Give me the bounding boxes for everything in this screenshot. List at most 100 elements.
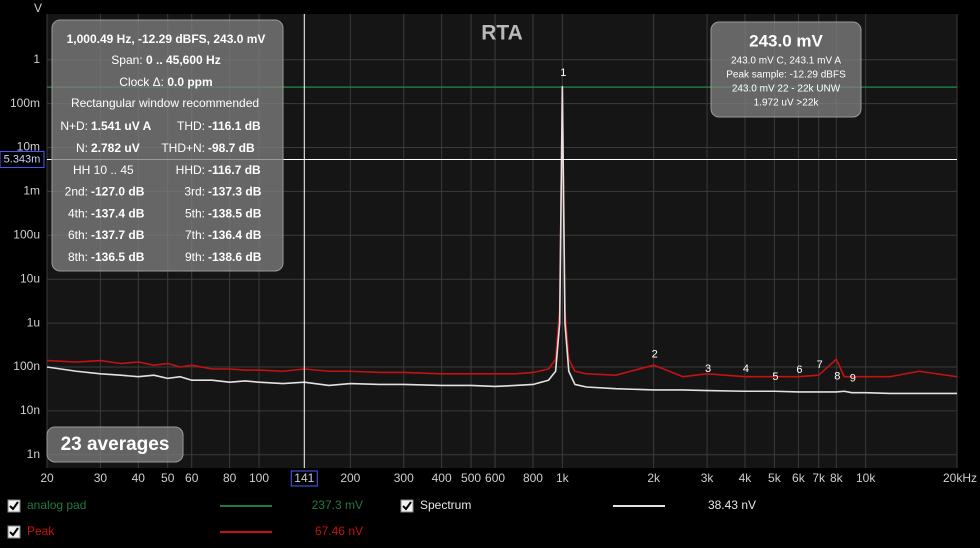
cursor-y-box xyxy=(0,150,45,168)
chart-title: RTA xyxy=(481,22,523,45)
x-tick-label: 50 xyxy=(161,471,175,485)
x-tick-label: 40 xyxy=(132,471,146,485)
harmonic-label: 1 xyxy=(560,67,566,79)
legend-readout: 67.46 nV xyxy=(315,524,363,538)
metric-value: -137.3 dB xyxy=(208,185,262,199)
level-line: 1.972 uV >22k xyxy=(754,98,820,109)
x-tick-label: 600 xyxy=(485,471,505,485)
x-tick-label: 8k xyxy=(830,471,844,485)
harmonic-label: 3 xyxy=(705,363,711,375)
level-main: 243.0 mV xyxy=(749,31,823,50)
x-tick-label: 800 xyxy=(523,471,543,485)
x-tick-label: 20kHz xyxy=(943,471,977,485)
cursor-y-label: 5.343m xyxy=(4,153,41,165)
metric-value: -137.4 dB xyxy=(91,206,145,220)
level-line: Peak sample: -12.29 dBFS xyxy=(726,70,846,81)
x-tick-label: 1k xyxy=(556,471,570,485)
averages-label: 23 averages xyxy=(61,434,170,455)
cursor-x-label: 141 xyxy=(294,471,314,485)
x-tick-label: 30 xyxy=(94,471,108,485)
span-label: Span: xyxy=(111,53,146,67)
panel-text: HH 10 .. 45 xyxy=(73,163,134,177)
clock-label: Clock Δ: xyxy=(119,75,167,89)
harmonic-label: 8 xyxy=(834,371,840,383)
x-tick-label: 80 xyxy=(223,471,237,485)
panel-line: Span: 0 .. 45,600 Hz xyxy=(111,53,220,67)
metric-label: HHD: xyxy=(176,163,205,177)
metric-label: 4th: xyxy=(68,206,88,220)
metric-label: 3rd: xyxy=(184,185,205,199)
panel-note: Rectangular window recommended xyxy=(71,96,259,110)
span-value: 0 .. 45,600 Hz xyxy=(146,53,221,67)
harmonic-label: 7 xyxy=(817,359,823,371)
metric-label: THD: xyxy=(177,119,205,133)
x-tick-label: 20 xyxy=(40,471,54,485)
harmonic-label: 4 xyxy=(743,363,749,375)
checkmark xyxy=(9,527,19,537)
metric-value: -136.5 dB xyxy=(91,250,145,264)
panel-line: Clock Δ: 0.0 ppm xyxy=(119,75,212,89)
level-line: 243.0 mV C, 243.1 mV A xyxy=(731,56,841,67)
y-tick-label: 10u xyxy=(20,271,40,285)
x-tick-label: 300 xyxy=(394,471,414,485)
metric-value: -138.6 dB xyxy=(208,250,262,264)
x-tick-label: 500 xyxy=(461,471,481,485)
metric-label: 5th: xyxy=(185,206,205,220)
metric-value: -138.5 dB xyxy=(208,206,262,220)
metric-value: -116.7 dB xyxy=(208,163,261,177)
legend-readout: 38.43 nV xyxy=(708,498,756,512)
level-line: 243.0 mV 22 - 22k UNW xyxy=(732,84,841,95)
series-line xyxy=(46,85,957,395)
x-tick-label: 200 xyxy=(340,471,360,485)
y-tick-label: 100u xyxy=(13,227,40,241)
level-panel xyxy=(710,21,862,118)
y-tick-label: 100n xyxy=(13,359,40,373)
harmonic-label: 2 xyxy=(652,349,658,361)
y-tick-label: 1u xyxy=(27,315,40,329)
metric-label: THD+N: xyxy=(161,141,205,155)
info-panel xyxy=(51,19,284,272)
clock-value: 0.0 ppm xyxy=(167,75,212,89)
metric-value: -116.1 dB xyxy=(208,119,261,133)
metric-label: 7th: xyxy=(185,228,205,242)
legend-name: Spectrum xyxy=(420,498,471,512)
y-tick-label: 1m xyxy=(23,184,40,198)
x-tick-label: 400 xyxy=(432,471,452,485)
harmonic-label: 5 xyxy=(772,371,778,383)
x-tick-label: 7k xyxy=(812,471,826,485)
metric-label: 6th: xyxy=(68,228,88,242)
panel-header: 1,000.49 Hz, -12.29 dBFS, 243.0 mV xyxy=(67,32,266,46)
checkmark xyxy=(9,501,19,511)
legend-name: analog pad xyxy=(27,498,86,512)
metric-value: 1.541 uV A xyxy=(91,119,152,133)
harmonic-label: 6 xyxy=(796,364,802,376)
x-tick-label: 4k xyxy=(739,471,753,485)
y-tick-label: 100m xyxy=(10,96,40,110)
y-axis-label: V xyxy=(34,1,42,15)
metric-value: 2.782 uV xyxy=(91,141,140,155)
legend-readout: 237.3 mV xyxy=(312,498,363,512)
x-tick-label: 5k xyxy=(768,471,782,485)
x-tick-label: 2k xyxy=(647,471,661,485)
y-tick-label: 1n xyxy=(27,447,40,461)
metric-value: -98.7 dB xyxy=(208,141,255,155)
harmonic-label: 9 xyxy=(850,372,856,384)
metric-value: -137.7 dB xyxy=(91,228,145,242)
metric-label: 2nd: xyxy=(65,185,88,199)
y-tick-label: 1 xyxy=(33,52,40,66)
cursor-x-box xyxy=(290,470,318,487)
x-tick-label: 100 xyxy=(249,471,269,485)
series-line xyxy=(46,85,958,378)
checkmark xyxy=(402,501,412,511)
x-tick-label: 10k xyxy=(856,471,876,485)
metric-label: 9th: xyxy=(185,250,205,264)
y-tick-label: 10m xyxy=(17,140,40,154)
y-tick-label: 10n xyxy=(20,403,40,417)
metric-label: N+D: xyxy=(60,119,88,133)
metric-label: 8th: xyxy=(68,250,88,264)
metric-value: -127.0 dB xyxy=(91,185,145,199)
metric-value: -136.4 dB xyxy=(208,228,262,242)
x-tick-label: 60 xyxy=(185,471,199,485)
